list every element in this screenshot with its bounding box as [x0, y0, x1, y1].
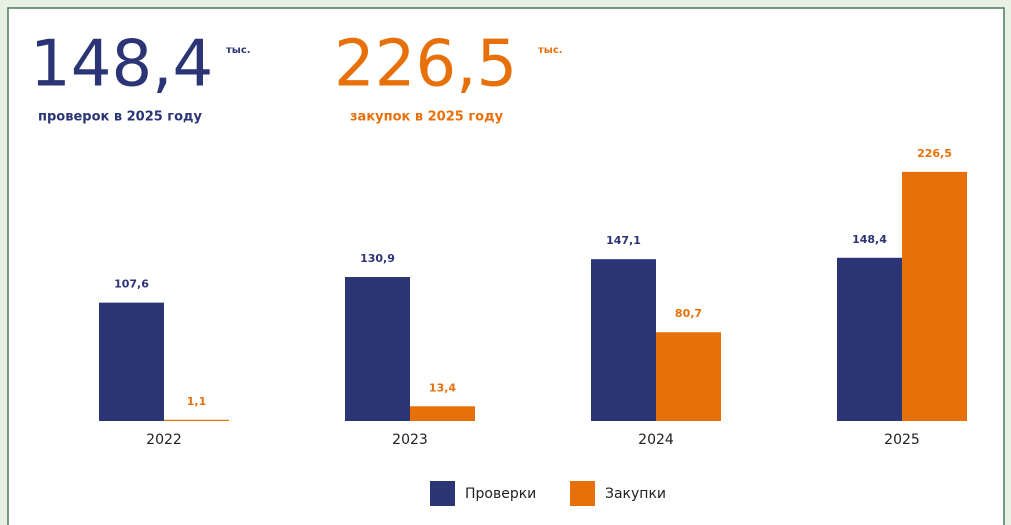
bar	[99, 302, 164, 421]
value-label: 80,7	[675, 307, 702, 320]
bar	[591, 259, 656, 421]
headline-value: 226,5	[334, 28, 517, 102]
headline-caption: проверок в 2025 году	[38, 110, 203, 125]
headline-caption: закупок в 2025 году	[350, 110, 504, 125]
value-label: 130,9	[360, 252, 395, 265]
bar	[837, 257, 902, 421]
bar	[902, 171, 967, 421]
legend-label: Проверки	[465, 486, 536, 502]
value-label: 148,4	[852, 233, 887, 246]
bar	[410, 406, 475, 421]
legend-swatch	[570, 481, 595, 506]
bar	[345, 277, 410, 421]
x-tick-label: 2025	[884, 432, 920, 448]
x-tick-label: 2024	[638, 432, 674, 448]
headline-unit: тыс.	[226, 45, 251, 56]
value-label: 1,1	[187, 395, 207, 408]
legend-swatch	[430, 481, 455, 506]
headline-unit: тыс.	[538, 45, 563, 56]
legend-label: Закупки	[605, 486, 666, 502]
value-label: 226,5	[917, 147, 952, 160]
value-label: 147,1	[606, 234, 641, 247]
x-tick-label: 2022	[146, 432, 182, 448]
x-tick-label: 2023	[392, 432, 428, 448]
bar	[164, 419, 229, 421]
bar	[656, 332, 721, 421]
value-label: 107,6	[114, 278, 149, 291]
value-label: 13,4	[429, 381, 456, 394]
headline-value: 148,4	[30, 28, 213, 102]
